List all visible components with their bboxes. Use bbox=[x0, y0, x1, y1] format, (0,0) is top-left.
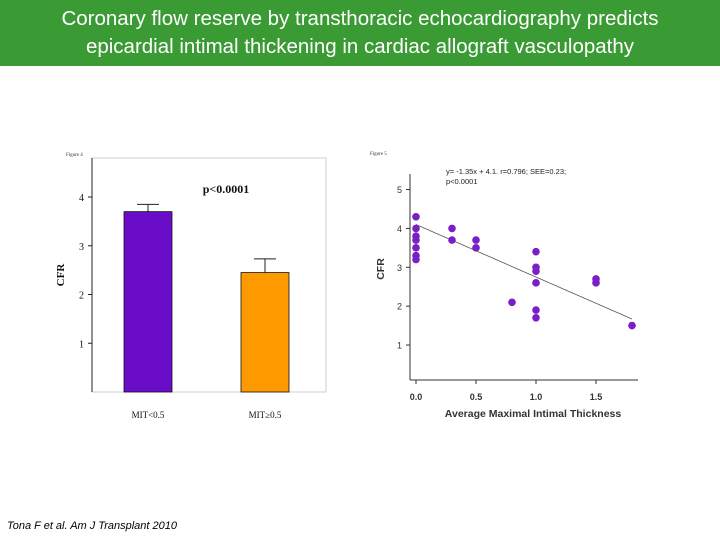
scatter-point bbox=[448, 224, 456, 233]
scatter-point bbox=[532, 267, 540, 275]
citation: Tona F et al. Am J Transplant 2010 bbox=[7, 520, 177, 532]
scatter-point bbox=[628, 321, 636, 330]
scatter-point bbox=[412, 244, 420, 252]
scatter-point bbox=[532, 247, 540, 256]
scatter-point bbox=[412, 224, 420, 233]
slide-title: Coronary flow reserve by transthoracic e… bbox=[0, 0, 720, 66]
scatter-point bbox=[532, 306, 540, 314]
bar bbox=[123, 211, 173, 393]
scatter-point bbox=[592, 279, 600, 287]
bar-chart-y-label: CFR bbox=[55, 263, 67, 287]
scatter-point bbox=[412, 236, 420, 244]
scatter-x-tick-label: 1.0 bbox=[530, 392, 543, 402]
scatter-point bbox=[472, 236, 480, 244]
slide-title-line-1: Coronary flow reserve by transthoracic e… bbox=[61, 7, 659, 30]
scatter-point bbox=[532, 279, 540, 287]
scatter-x-tick-label: 0.5 bbox=[470, 392, 483, 402]
bar-category-label: MIT<0.5 bbox=[132, 410, 165, 420]
regression-line bbox=[415, 224, 633, 320]
scatter-y-tick-label: 3 bbox=[397, 263, 402, 273]
scatter-y-tick-label: 4 bbox=[397, 224, 402, 234]
bar-y-tick-label: 2 bbox=[79, 291, 84, 302]
bar-category-label: MIT≥0.5 bbox=[249, 410, 282, 420]
bar-chart-corner-label: Figure 4 bbox=[66, 153, 83, 158]
scatter-x-label: Average Maximal Intimal Thickness bbox=[445, 408, 622, 420]
scatter-point bbox=[508, 298, 516, 307]
scatter-x-tick-label: 1.5 bbox=[590, 392, 603, 402]
scatter-equation-line-1: y= -1.35x + 4.1. r=0.796; SEE=0.23; bbox=[446, 167, 566, 176]
scatter-y-tick-label: 5 bbox=[397, 185, 402, 195]
bar-y-tick-label: 1 bbox=[79, 339, 84, 350]
scatter-equation-line-2: p<0.0001 bbox=[446, 177, 478, 186]
bar-chart-p-value: p<0.0001 bbox=[203, 182, 250, 196]
bar bbox=[240, 272, 290, 393]
scatter-point bbox=[472, 244, 480, 252]
scatter-y-label: CFR bbox=[375, 258, 387, 280]
scatter-chart-corner-label: Figure 5 bbox=[370, 152, 387, 157]
scatter-chart: Figure 5 y= -1.35x + 4.1. r=0.796; SEE=0… bbox=[370, 152, 638, 420]
bar-chart: Figure 4 1 2 3 4 MIT<0.5 MIT≥0.5 p<0.0001 CF… bbox=[55, 153, 327, 420]
scatter-point bbox=[412, 212, 420, 221]
scatter-point bbox=[412, 255, 420, 264]
slide-title-line-2: epicardial intimal thickening in cardiac… bbox=[85, 35, 635, 58]
scatter-point bbox=[532, 314, 540, 322]
scatter-y-tick-label: 1 bbox=[397, 341, 402, 351]
scatter-y-tick-label: 2 bbox=[397, 302, 402, 312]
scatter-x-tick-label: 0.0 bbox=[410, 392, 423, 402]
bar-y-tick-label: 4 bbox=[79, 193, 84, 204]
bar-y-tick-label: 3 bbox=[79, 242, 84, 253]
scatter-point bbox=[448, 236, 456, 244]
